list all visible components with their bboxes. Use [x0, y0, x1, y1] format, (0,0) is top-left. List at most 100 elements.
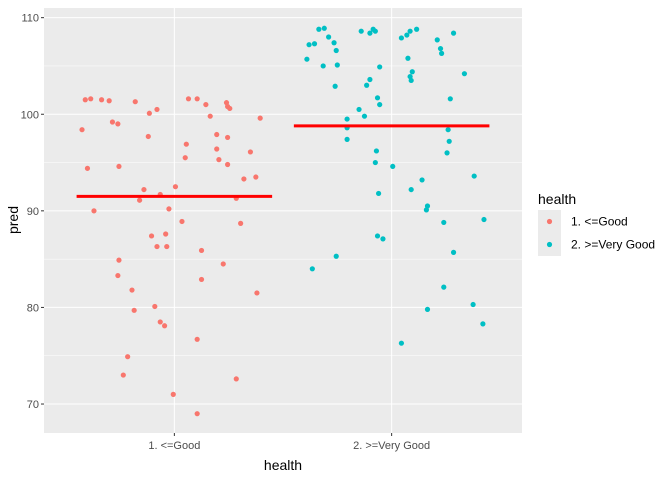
y-tick-label: 80 [27, 302, 39, 314]
data-point [331, 40, 337, 46]
data-point [98, 97, 105, 103]
data-point [304, 56, 310, 62]
data-point [461, 71, 468, 77]
data-point [361, 113, 368, 119]
data-point [367, 76, 373, 83]
data-point [238, 220, 244, 226]
data-point [253, 174, 259, 180]
data-point [164, 243, 170, 250]
data-point [409, 69, 415, 75]
data-point [216, 157, 222, 163]
data-point [161, 323, 168, 329]
data-point [82, 97, 88, 103]
data-point [414, 26, 420, 32]
data-point [334, 62, 340, 68]
data-point [434, 37, 440, 43]
data-point [404, 32, 410, 38]
data-point [450, 249, 457, 255]
data-point [194, 411, 200, 417]
data-point [344, 116, 350, 122]
data-point [367, 30, 373, 36]
y-axis-title: pred [5, 206, 21, 234]
data-point [380, 236, 386, 242]
data-point [207, 113, 213, 119]
x-axis-title: health [264, 457, 302, 473]
data-point [79, 127, 85, 133]
data-point [115, 121, 121, 127]
data-point [321, 25, 327, 31]
data-point [405, 55, 411, 61]
data-point [220, 261, 226, 267]
data-point [447, 96, 453, 102]
data-point [91, 208, 97, 214]
y-tick-label: 70 [27, 399, 39, 411]
data-point [166, 206, 172, 212]
data-point [374, 233, 381, 239]
data-point [372, 159, 378, 166]
data-point [141, 186, 147, 193]
data-point [247, 149, 254, 155]
data-point [398, 340, 405, 346]
legend-key-point [546, 218, 553, 225]
data-point [224, 134, 231, 141]
data-point [183, 141, 189, 147]
data-point [358, 28, 364, 34]
data-point [364, 82, 370, 88]
data-point [233, 376, 239, 382]
data-point [241, 176, 247, 182]
data-point [154, 106, 160, 113]
data-point [198, 247, 205, 254]
data-point [439, 50, 445, 56]
data-point [198, 276, 205, 283]
data-point [398, 35, 405, 41]
data-point [224, 161, 231, 168]
data-point [194, 96, 200, 102]
data-point [424, 306, 431, 312]
data-point [374, 95, 381, 101]
data-point [163, 231, 169, 237]
data-point [470, 301, 476, 308]
data-points [79, 25, 487, 417]
legend: health 1. <=Good 2. >=Very Good [538, 191, 655, 256]
data-point [333, 47, 339, 54]
data-point [106, 98, 112, 104]
data-point [120, 372, 126, 378]
legend-title: health [538, 191, 576, 207]
x-tick-label: 2. >=Very Good [353, 440, 430, 452]
data-point [154, 243, 160, 250]
data-point [132, 99, 138, 105]
mean-lines [76, 124, 490, 198]
data-point [172, 184, 179, 190]
y-tick-label: 110 [21, 13, 39, 25]
data-point [377, 101, 383, 108]
data-point [408, 77, 414, 84]
data-point [332, 83, 338, 89]
data-point [257, 115, 263, 121]
data-point [480, 321, 486, 327]
data-point [316, 26, 322, 32]
data-point [214, 131, 220, 138]
data-point [227, 105, 233, 112]
data-point [445, 127, 451, 133]
data-point [437, 45, 444, 52]
data-point [450, 30, 457, 36]
data-point [170, 391, 176, 397]
data-point [157, 319, 163, 325]
data-point [185, 96, 192, 102]
data-point [84, 165, 91, 171]
data-point [423, 207, 429, 213]
data-point [115, 272, 121, 279]
data-point [109, 119, 116, 125]
data-point [373, 148, 380, 154]
data-point [444, 150, 450, 156]
plot-panel [44, 8, 522, 433]
data-point [481, 216, 487, 223]
data-point [441, 219, 447, 226]
data-point [88, 96, 94, 102]
data-point [471, 173, 477, 179]
legend-key-point [546, 241, 553, 248]
data-point [333, 253, 339, 259]
x-tick-label: 1. <=Good [148, 440, 200, 452]
y-tick-label: 100 [21, 109, 39, 121]
